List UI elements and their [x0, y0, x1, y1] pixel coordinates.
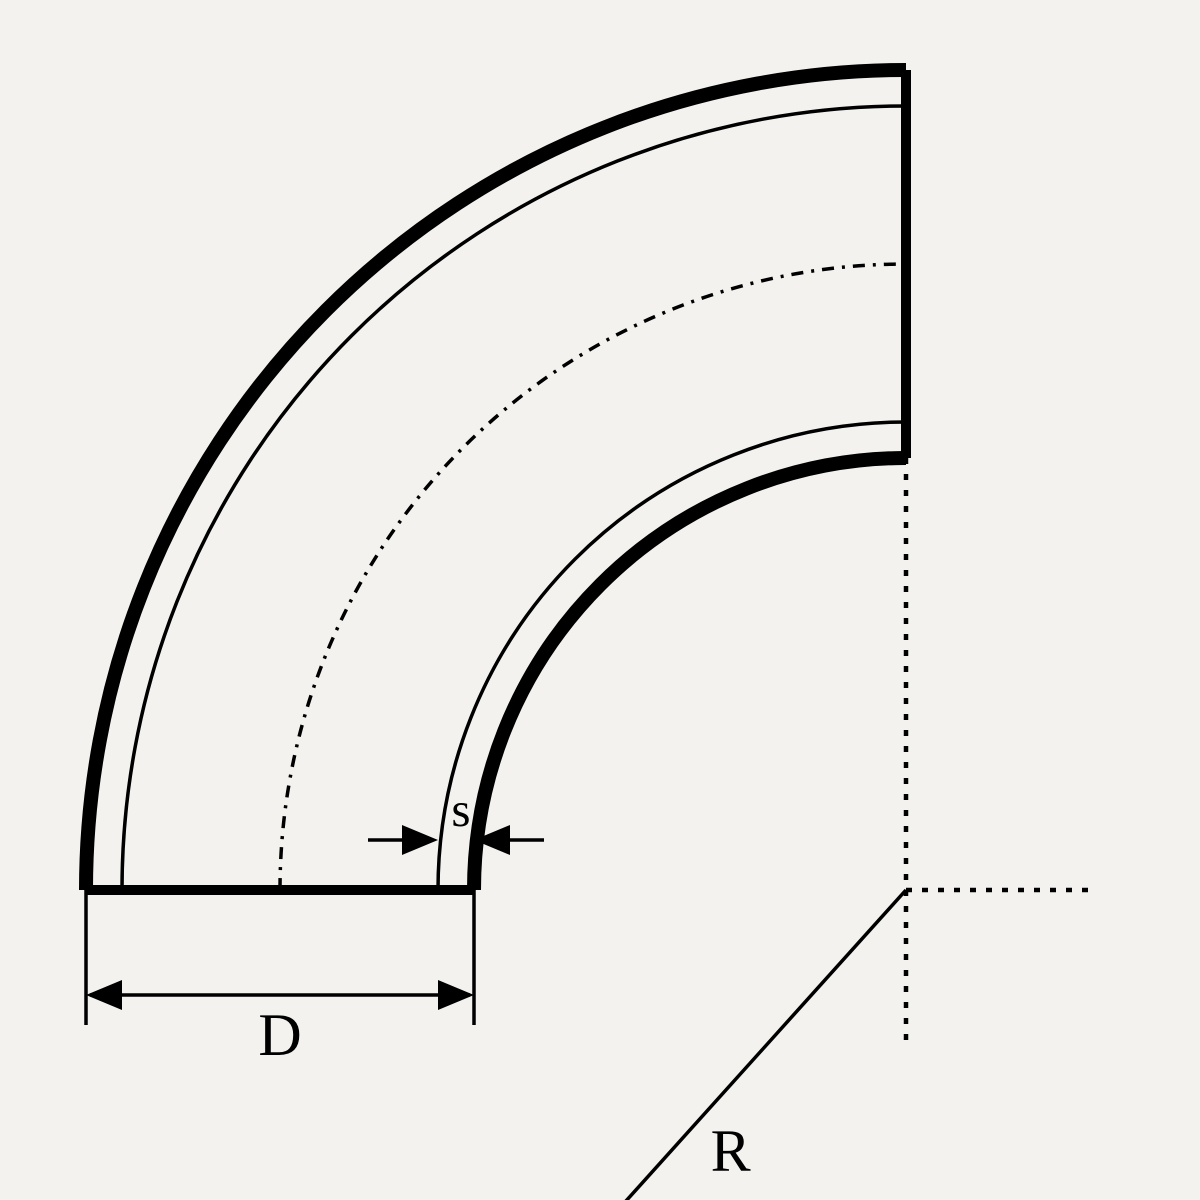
d-arrow-left — [86, 980, 122, 1010]
label-d: D — [258, 1002, 301, 1068]
elbow-outer-wall-thickness-arc — [122, 106, 906, 890]
d-arrow-right — [438, 980, 474, 1010]
elbow-inner-arc — [474, 458, 906, 890]
label-s: s — [451, 782, 470, 837]
elbow-diagram: D s R — [0, 0, 1200, 1200]
r-radius-line — [487, 890, 906, 1200]
elbow-centerline-arc — [280, 264, 906, 890]
elbow-inner-wall-thickness-arc — [438, 422, 906, 890]
label-r: R — [711, 1118, 751, 1184]
s-arrow-left — [402, 825, 438, 855]
